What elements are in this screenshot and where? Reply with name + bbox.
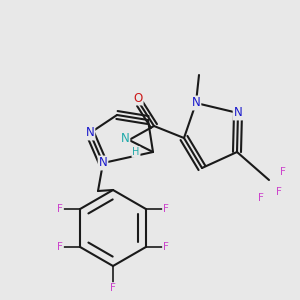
Text: O: O xyxy=(134,92,142,104)
Text: N: N xyxy=(121,133,129,146)
Text: H: H xyxy=(132,147,140,157)
Text: F: F xyxy=(258,193,264,203)
Text: N: N xyxy=(85,127,94,140)
Text: F: F xyxy=(110,283,116,293)
Text: F: F xyxy=(163,204,169,214)
Text: N: N xyxy=(192,97,200,110)
Text: F: F xyxy=(57,242,63,252)
Text: N: N xyxy=(234,106,242,119)
Text: F: F xyxy=(280,167,286,177)
Text: F: F xyxy=(57,204,63,214)
Text: N: N xyxy=(99,157,107,169)
Text: F: F xyxy=(163,242,169,252)
Text: F: F xyxy=(276,187,282,197)
